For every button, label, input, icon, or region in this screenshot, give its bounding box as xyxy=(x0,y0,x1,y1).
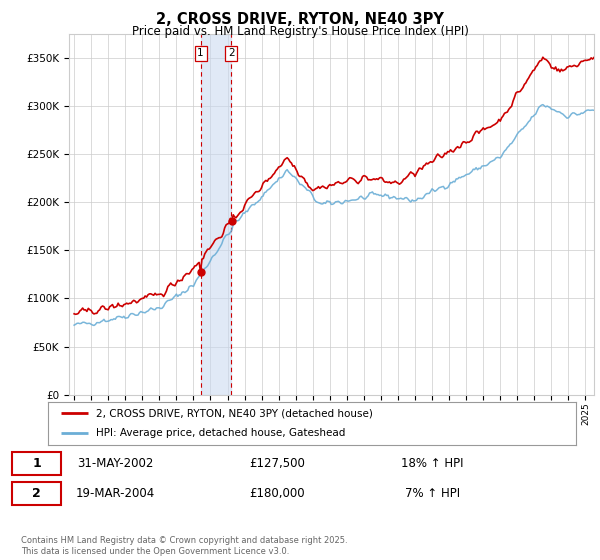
FancyBboxPatch shape xyxy=(12,452,61,475)
Text: 2, CROSS DRIVE, RYTON, NE40 3PY: 2, CROSS DRIVE, RYTON, NE40 3PY xyxy=(156,12,444,27)
Text: 2: 2 xyxy=(228,49,235,58)
Bar xyxy=(200,34,231,395)
Text: 7% ↑ HPI: 7% ↑ HPI xyxy=(405,487,460,500)
Text: Price paid vs. HM Land Registry's House Price Index (HPI): Price paid vs. HM Land Registry's House … xyxy=(131,25,469,38)
Text: £180,000: £180,000 xyxy=(249,487,305,500)
Text: 1: 1 xyxy=(32,457,41,470)
Text: £127,500: £127,500 xyxy=(249,457,305,470)
Text: 2, CROSS DRIVE, RYTON, NE40 3PY (detached house): 2, CROSS DRIVE, RYTON, NE40 3PY (detache… xyxy=(95,408,373,418)
Text: 31-MAY-2002: 31-MAY-2002 xyxy=(77,457,154,470)
Text: Contains HM Land Registry data © Crown copyright and database right 2025.
This d: Contains HM Land Registry data © Crown c… xyxy=(21,536,347,556)
Text: HPI: Average price, detached house, Gateshead: HPI: Average price, detached house, Gate… xyxy=(95,428,345,438)
Text: 18% ↑ HPI: 18% ↑ HPI xyxy=(401,457,464,470)
Text: 2: 2 xyxy=(32,487,41,500)
FancyBboxPatch shape xyxy=(12,482,61,505)
Text: 1: 1 xyxy=(197,49,204,58)
Text: 19-MAR-2004: 19-MAR-2004 xyxy=(76,487,155,500)
